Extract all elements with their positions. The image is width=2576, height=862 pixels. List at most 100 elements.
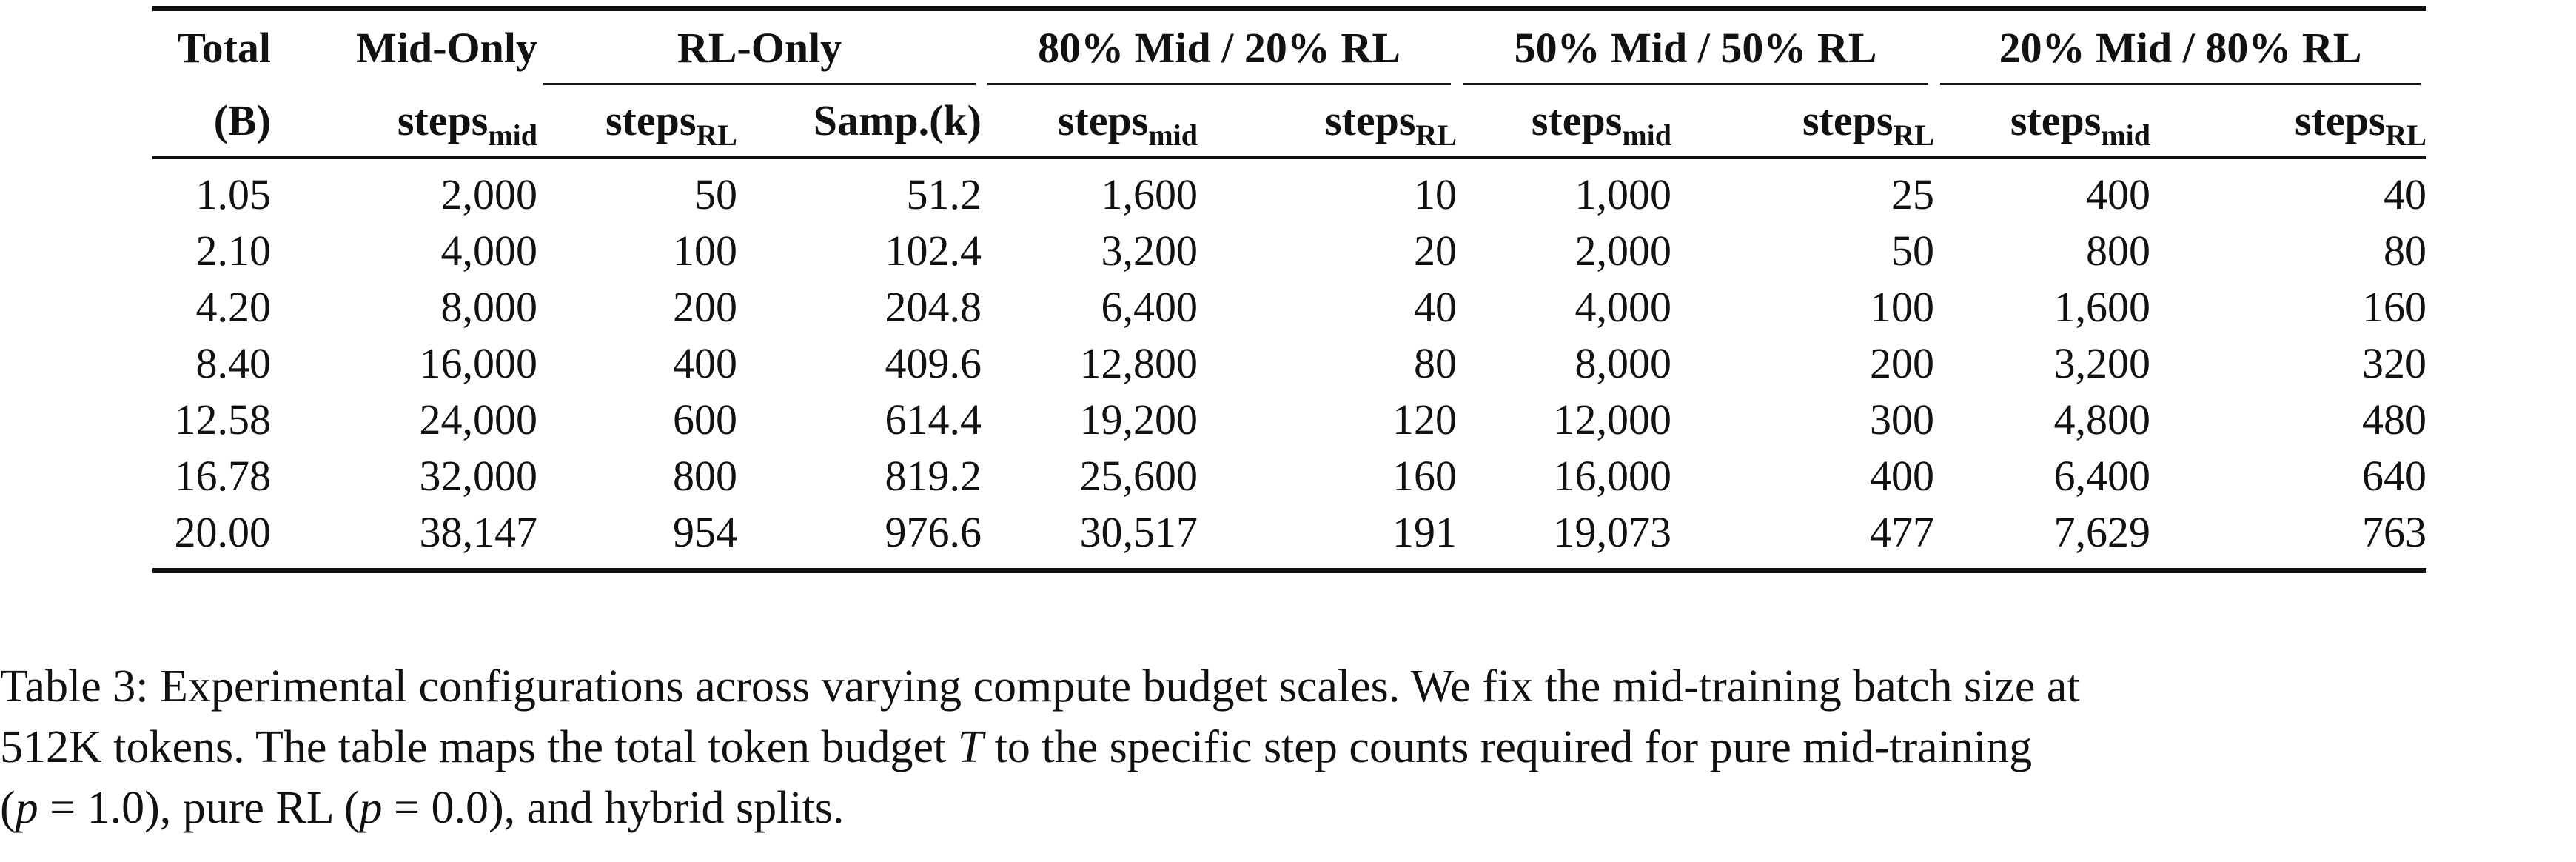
steps-subscript: mid — [1148, 118, 1198, 152]
cell-80-20-mid: 1,600 — [982, 156, 1198, 223]
header-rl-only-steps: stepsRL — [537, 85, 737, 158]
caption-text: = 0.0), and hybrid splits. — [382, 783, 845, 833]
cell-50-50-mid: 16,000 — [1553, 452, 1672, 500]
cell-rl-only-steps: 800 — [673, 452, 737, 500]
cell-50-50-rl: 25 — [1671, 156, 1934, 223]
cell-mid-only-steps: 38,147 — [271, 504, 537, 573]
steps-subscript: RL — [696, 118, 737, 152]
cmidrule-rl-only — [543, 83, 976, 85]
cell-80-20-rl: 10 — [1198, 156, 1457, 223]
cell-rl-only-samples: 614.4 — [885, 395, 982, 444]
cell-total: 20.00 — [152, 504, 271, 573]
table-caption: Table 3: Experimental configurations acr… — [0, 656, 2576, 838]
steps-subscript: RL — [1893, 118, 1934, 152]
cell-80-20-mid: 25,600 — [1079, 452, 1198, 500]
math-variable-t: T — [957, 722, 984, 772]
cell-50-50-rl: 400 — [1870, 452, 1934, 500]
table-row: 16.78 32,000 800 819.2 25,600 160 16,000… — [152, 448, 2427, 504]
cell-20-80-mid: 6,400 — [2053, 452, 2151, 500]
cell-50-50-rl: 200 — [1870, 339, 1934, 387]
cell-20-80-mid: 3,200 — [2053, 339, 2151, 387]
cmidrule-split-50-50 — [1463, 83, 1928, 85]
cell-total: 12.58 — [174, 395, 272, 444]
header-total: Total — [152, 6, 271, 85]
header-total-unit: (B) — [213, 96, 271, 144]
header-split-50-50: 50% Mid / 50% RL — [1457, 6, 1934, 85]
header-split-50-50-label: 50% Mid / 50% RL — [1514, 24, 1877, 72]
cell-total: 8.40 — [195, 339, 272, 387]
table-row: 1.05 2,000 50 51.2 1,600 10 1,000 25 400… — [152, 156, 2426, 223]
table-row: 4.20 8,000 200 204.8 6,400 40 4,000 100 … — [152, 279, 2427, 335]
math-variable-p: p — [359, 783, 383, 833]
cell-50-50-rl: 477 — [1671, 504, 1934, 573]
cell-20-80-mid: 7,629 — [1934, 504, 2150, 573]
cell-50-50-mid: 12,000 — [1553, 395, 1672, 444]
header-50-50-steps-rl: stepsRL — [1671, 85, 1934, 158]
cell-20-80-rl: 160 — [2362, 283, 2426, 331]
cell-50-50-rl: 100 — [1870, 283, 1934, 331]
caption-text: = 1.0), pure RL ( — [38, 783, 360, 833]
cell-20-80-rl: 80 — [2384, 227, 2426, 275]
cell-80-20-rl: 20 — [1414, 227, 1457, 275]
cell-20-80-rl: 480 — [2362, 395, 2426, 444]
steps-label: steps — [2010, 96, 2102, 144]
cell-80-20-rl: 160 — [1392, 452, 1457, 500]
header-row-columns: (B) stepsmid stepsRL Samp.(k) stepsmid s… — [152, 85, 2426, 158]
results-table: Total Mid-Only RL-Only 80% Mid / 20% RL … — [152, 6, 2426, 573]
header-rl-only-label: RL-Only — [677, 24, 842, 72]
cell-80-20-mid: 19,200 — [1079, 395, 1198, 444]
table-row: 20.00 38,147 954 976.6 30,517 191 19,073… — [152, 504, 2426, 573]
cell-20-80-rl: 40 — [2150, 156, 2426, 223]
cell-50-50-rl: 300 — [1870, 395, 1934, 444]
cell-80-20-rl: 40 — [1414, 283, 1457, 331]
cell-mid-only-steps: 8,000 — [440, 283, 538, 331]
cell-50-50-mid: 4,000 — [1574, 283, 1672, 331]
cell-80-20-mid: 3,200 — [1101, 227, 1198, 275]
header-mid-only: Mid-Only — [271, 6, 537, 85]
cell-total: 16.78 — [174, 452, 272, 500]
cell-80-20-mid: 12,800 — [1079, 339, 1198, 387]
caption-text: ( — [0, 783, 16, 833]
header-80-20-steps-mid: stepsmid — [982, 85, 1198, 158]
cell-rl-only-samples: 102.4 — [885, 227, 982, 275]
cell-20-80-rl: 320 — [2362, 339, 2426, 387]
cell-50-50-mid: 8,000 — [1574, 339, 1672, 387]
table-row: 2.10 4,000 100 102.4 3,200 20 2,000 50 8… — [152, 223, 2427, 279]
cell-rl-only-samples: 976.6 — [737, 504, 982, 573]
cell-mid-only-steps: 24,000 — [419, 395, 538, 444]
cell-rl-only-samples: 409.6 — [885, 339, 982, 387]
cell-rl-only-steps: 600 — [673, 395, 737, 444]
steps-label: steps — [605, 96, 697, 144]
cell-rl-only-samples: 819.2 — [885, 452, 982, 500]
cell-80-20-rl: 80 — [1414, 339, 1457, 387]
cell-mid-only-steps: 16,000 — [419, 339, 538, 387]
steps-label: steps — [1531, 96, 1623, 144]
cell-80-20-mid: 6,400 — [1101, 283, 1198, 331]
cell-rl-only-steps: 954 — [537, 504, 737, 573]
cell-20-80-rl: 763 — [2150, 504, 2426, 573]
cell-mid-only-steps: 4,000 — [440, 227, 538, 275]
cell-20-80-mid: 1,600 — [2053, 283, 2151, 331]
header-split-80-20-label: 80% Mid / 20% RL — [1038, 24, 1401, 72]
cell-80-20-rl: 191 — [1198, 504, 1457, 573]
cell-50-50-mid: 19,073 — [1457, 504, 1671, 573]
cell-20-80-mid: 4,800 — [2053, 395, 2151, 444]
steps-subscript: RL — [2385, 118, 2426, 152]
steps-label: steps — [1057, 96, 1149, 144]
cell-rl-only-samples: 204.8 — [885, 283, 982, 331]
cell-20-80-mid: 400 — [1934, 156, 2150, 223]
steps-label: steps — [397, 96, 489, 144]
header-80-20-steps-rl: stepsRL — [1198, 85, 1457, 158]
results-table-container: Total Mid-Only RL-Only 80% Mid / 20% RL … — [152, 6, 2426, 573]
cell-mid-only-steps: 2,000 — [271, 156, 537, 223]
steps-label: steps — [2294, 96, 2386, 144]
steps-subscript: mid — [488, 118, 537, 152]
table-row: 8.40 16,000 400 409.6 12,800 80 8,000 20… — [152, 335, 2427, 392]
cell-20-80-mid: 800 — [2086, 227, 2150, 275]
steps-label: steps — [1802, 96, 1894, 144]
cell-20-80-rl: 640 — [2362, 452, 2426, 500]
header-mid-only-steps: stepsmid — [271, 85, 537, 158]
caption-line-2: 512K tokens. The table maps the total to… — [0, 717, 2576, 778]
cell-50-50-mid: 1,000 — [1457, 156, 1671, 223]
header-rl-only: RL-Only — [537, 6, 982, 85]
